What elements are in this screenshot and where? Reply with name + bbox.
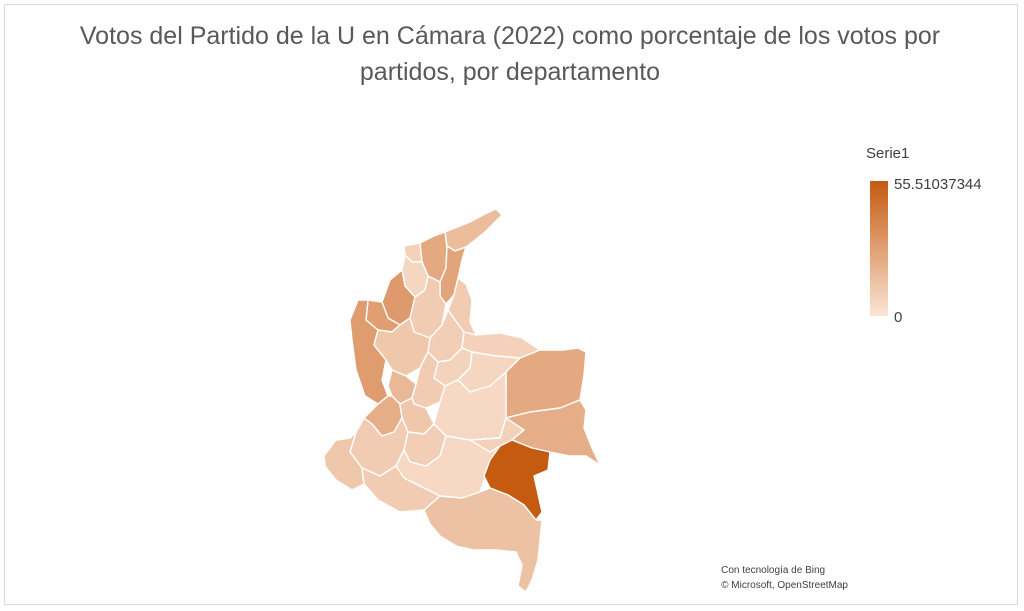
legend-series-name: Serie1 bbox=[866, 145, 910, 162]
chart-title: Votos del Partido de la U en Cámara (202… bbox=[40, 18, 980, 90]
legend-max-label: 55.51037344 bbox=[894, 176, 982, 193]
credit-osm: © Microsoft, OpenStreetMap bbox=[721, 580, 848, 591]
map-credits: Con tecnología de Bing © Microsoft, Open… bbox=[721, 563, 848, 593]
chart-title-line-2: partidos, por departamento bbox=[359, 58, 661, 86]
credit-bing: Con tecnología de Bing bbox=[721, 565, 826, 576]
legend-color-scale bbox=[870, 181, 888, 316]
region-amazonas bbox=[423, 487, 543, 593]
region-vaupes bbox=[483, 439, 551, 521]
chart-title-line-1: Votos del Partido de la U en Cámara (202… bbox=[79, 22, 941, 50]
region-choco bbox=[349, 299, 389, 405]
region-guajira bbox=[444, 208, 503, 252]
legend-min-label: 0 bbox=[894, 309, 903, 326]
